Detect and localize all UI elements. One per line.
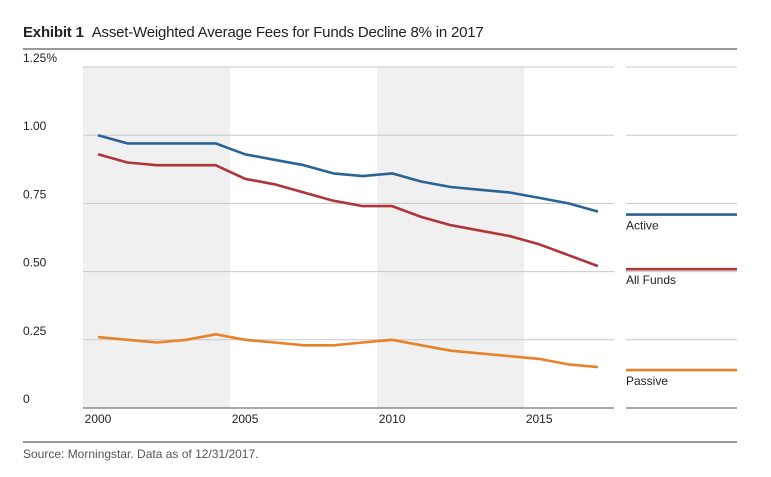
legend-label-passive: Passive (626, 374, 668, 388)
y-tick-label: 0 (23, 392, 30, 406)
y-tick-label: 0.50 (23, 256, 47, 270)
exhibit-title-text: Asset-Weighted Average Fees for Funds De… (91, 24, 484, 41)
y-tick-label: 1.25% (23, 51, 57, 65)
chart-title: Exhibit 1 Asset-Weighted Average Fees for… (23, 24, 484, 41)
x-tick-label: 2010 (379, 412, 406, 426)
series-line-all-funds (97, 153, 599, 268)
y-tick-label: 1.00 (23, 119, 47, 133)
shaded-band-1 (377, 67, 525, 408)
x-tick-label: 2015 (526, 412, 553, 426)
source-note: Source: Morningstar. Data as of 12/31/20… (23, 447, 259, 461)
legend-label-active: Active (626, 219, 659, 233)
x-tick-label: 2005 (232, 412, 259, 426)
shaded-band-0 (83, 67, 231, 408)
y-tick-label: 0.25 (23, 324, 47, 338)
series-line-active (97, 133, 599, 213)
series-line-passive (97, 332, 599, 369)
y-tick-label: 0.75 (23, 187, 47, 201)
legend-label-all-funds: All Funds (626, 273, 676, 287)
exhibit-label: Exhibit 1 (23, 24, 84, 41)
x-tick-label: 2000 (85, 412, 112, 426)
